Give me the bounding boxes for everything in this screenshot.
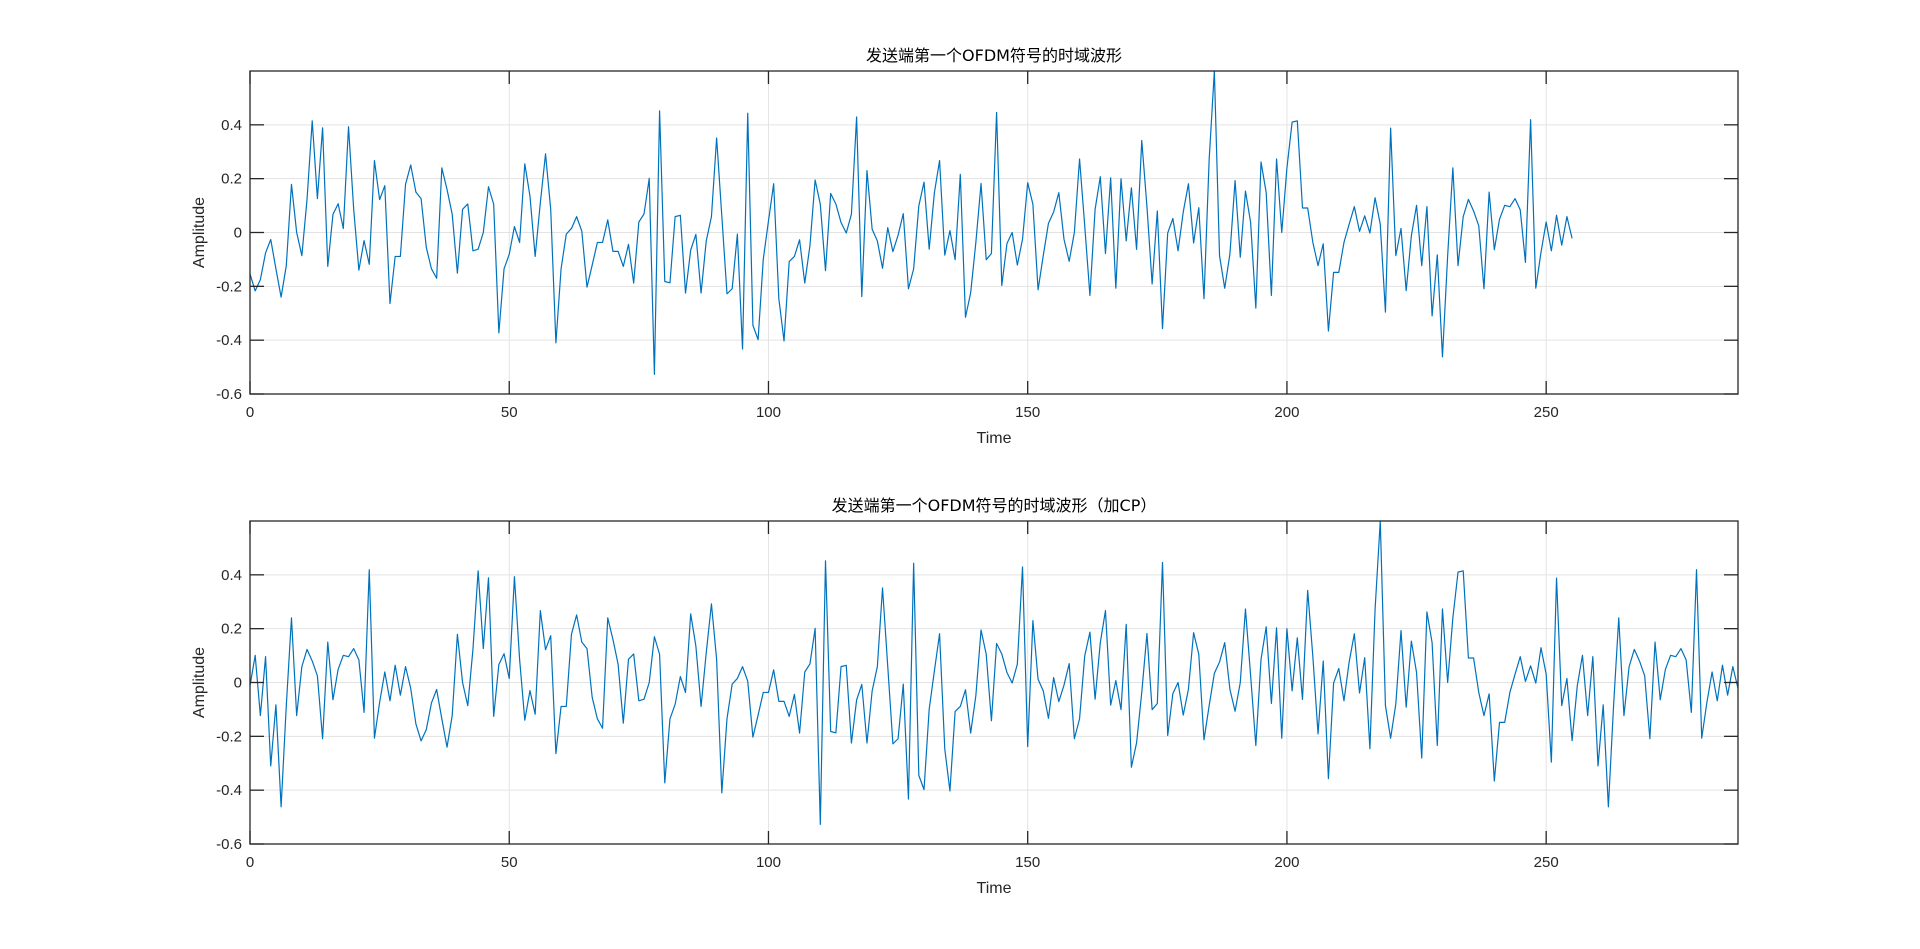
x-tick-label: 150 [1015,854,1040,871]
x-tick-labels: 0 50 100 150 200 250 [246,404,1559,421]
x-tick-label: 0 [246,404,254,421]
y-tick-label: -0.2 [216,278,242,295]
subplot-bottom: 0 50 100 150 200 250 -0.6 -0.4 -0.2 0 0.2 0.4 发送端第… [191,496,1739,897]
y-tick-label: 0.4 [221,117,242,134]
waveform-line [249,70,1573,375]
x-tick-label: 250 [1534,404,1559,421]
x-tick-label: 200 [1274,404,1299,421]
tick-marks [249,71,1738,395]
y-tick-label: 0.4 [221,567,242,584]
grid-lines [250,71,1738,394]
y-tick-label: -0.4 [216,782,242,799]
y-tick-label: -0.4 [216,332,242,349]
x-axis-label: Time [977,430,1012,447]
y-tick-label: -0.6 [216,386,242,403]
chart-title: 发送端第一个OFDM符号的时域波形（加CP） [832,496,1157,515]
y-axis-label: Amplitude [191,197,208,268]
y-tick-label: -0.2 [216,728,242,745]
x-tick-label: 250 [1534,854,1559,871]
x-tick-label: 50 [501,854,518,871]
subplot-top: 0 50 100 150 200 250 -0.6 -0.4 -0.2 0 0.2 0.4 发送端第… [191,46,1739,447]
x-tick-labels: 0 50 100 150 200 250 [246,854,1559,871]
x-tick-label: 200 [1274,854,1299,871]
y-tick-labels: -0.6 -0.4 -0.2 0 0.2 0.4 [216,567,242,853]
y-tick-label: 0 [234,675,242,692]
y-tick-labels: -0.6 -0.4 -0.2 0 0.2 0.4 [216,117,242,403]
y-tick-label: -0.6 [216,836,242,853]
x-tick-label: 0 [246,854,254,871]
y-tick-label: 0.2 [221,171,242,188]
chart-title: 发送端第一个OFDM符号的时域波形 [866,46,1122,65]
tick-marks [249,521,1738,845]
y-axis-label: Amplitude [191,647,208,718]
x-tick-label: 100 [756,854,781,871]
x-axis-label: Time [977,880,1012,897]
y-tick-label: 0 [234,225,242,242]
x-tick-label: 50 [501,404,518,421]
waveform-line-with-cp [249,520,1739,825]
x-tick-label: 100 [756,404,781,421]
y-tick-label: 0.2 [221,621,242,638]
x-tick-label: 150 [1015,404,1040,421]
